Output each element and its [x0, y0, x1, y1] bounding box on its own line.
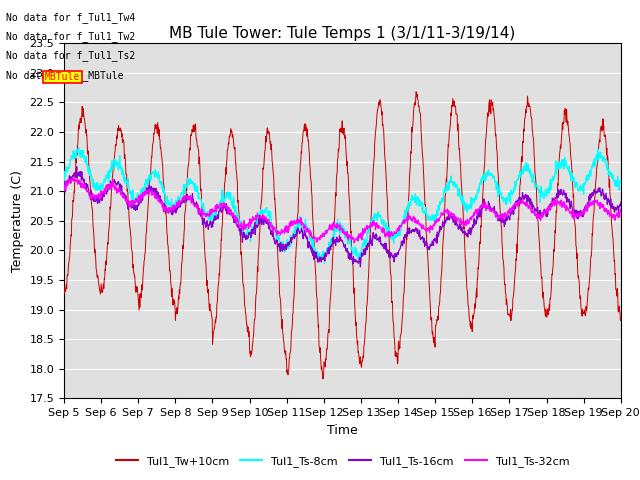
Text: MBTule: MBTule [45, 72, 80, 82]
Y-axis label: Temperature (C): Temperature (C) [11, 170, 24, 272]
X-axis label: Time: Time [327, 424, 358, 437]
Text: No data for f_Tul1_Ts2: No data for f_Tul1_Ts2 [6, 50, 136, 61]
Text: No data for f_Tul1_Tw2: No data for f_Tul1_Tw2 [6, 31, 136, 42]
Legend: Tul1_Tw+10cm, Tul1_Ts-8cm, Tul1_Ts-16cm, Tul1_Ts-32cm: Tul1_Tw+10cm, Tul1_Ts-8cm, Tul1_Ts-16cm,… [111, 451, 573, 471]
Title: MB Tule Tower: Tule Temps 1 (3/1/11-3/19/14): MB Tule Tower: Tule Temps 1 (3/1/11-3/19… [169, 25, 516, 41]
Text: No data for f_Tul1_Tw4: No data for f_Tul1_Tw4 [6, 12, 136, 23]
Text: No data for f_MBTule: No data for f_MBTule [6, 70, 124, 81]
